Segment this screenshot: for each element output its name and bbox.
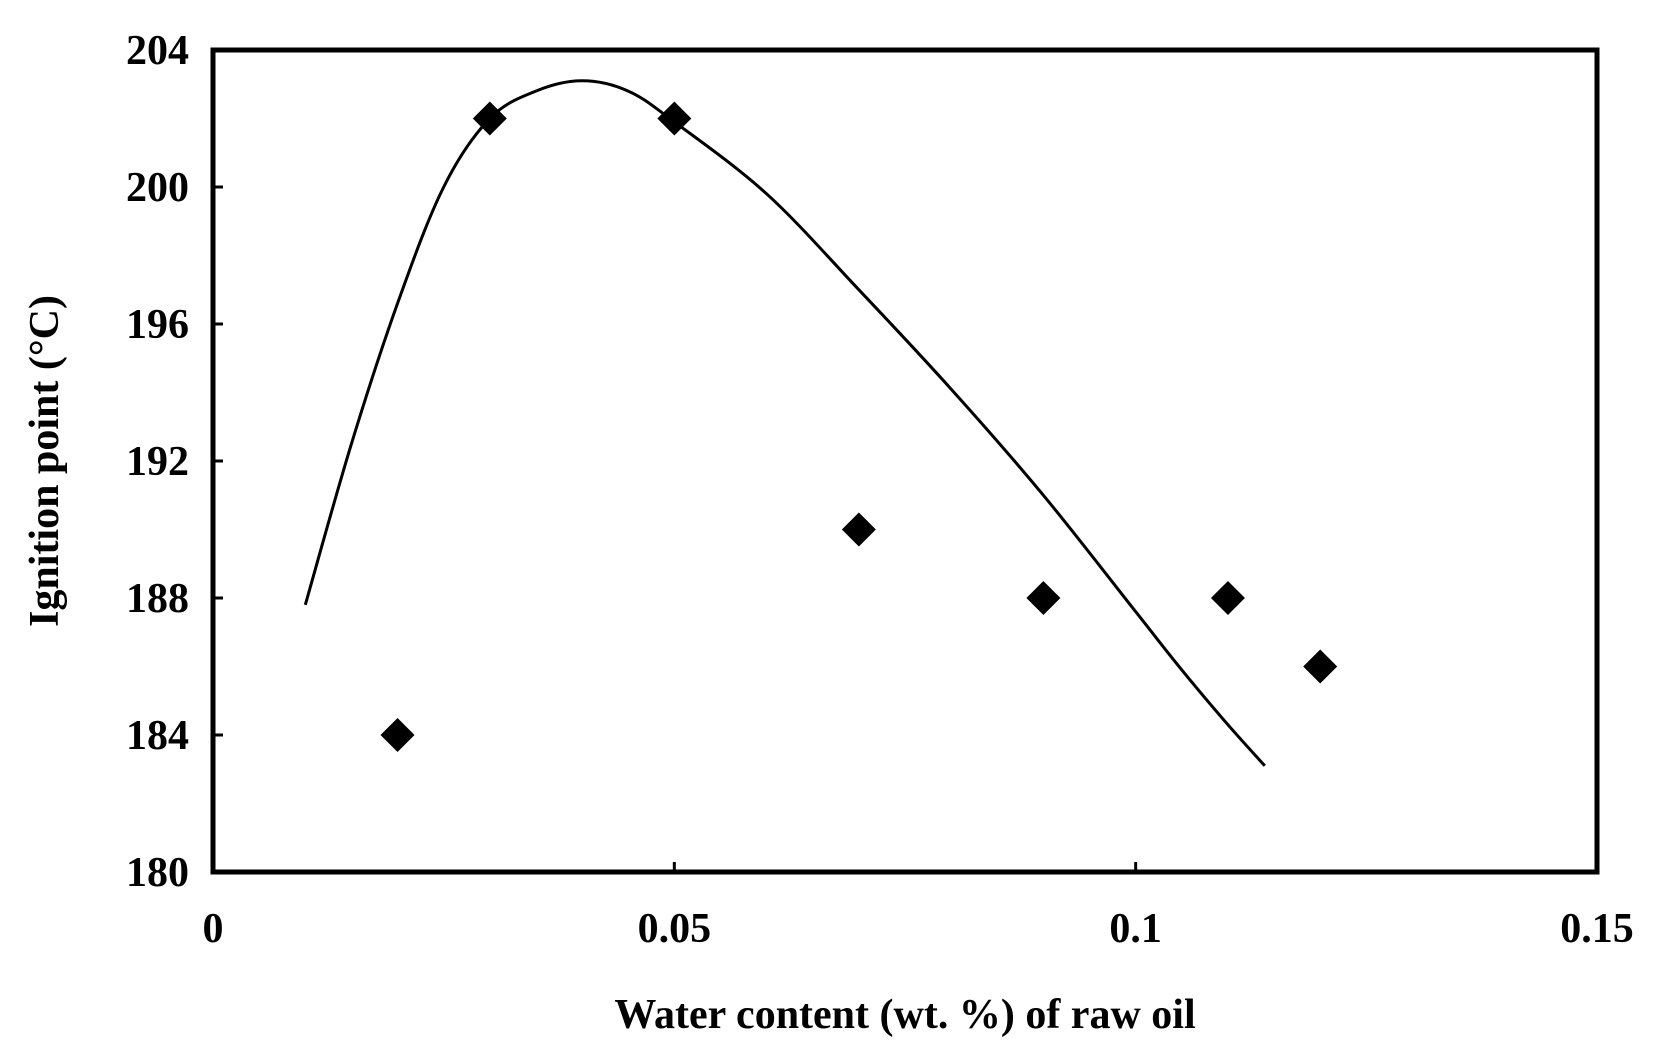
x-tick-label: 0.1 xyxy=(1109,906,1162,952)
x-tick-label: 0.15 xyxy=(1560,906,1634,952)
y-tick-label: 180 xyxy=(126,850,189,896)
y-tick-label: 192 xyxy=(126,439,189,485)
y-axis-title: Ignition point (°C) xyxy=(22,295,68,627)
y-tick-label: 200 xyxy=(126,165,189,211)
y-tick-label: 204 xyxy=(126,28,189,74)
y-tick-label: 188 xyxy=(126,576,189,622)
y-tick-label: 196 xyxy=(126,302,189,348)
y-tick-label: 184 xyxy=(126,713,189,759)
x-axis-title: Water content (wt. %) of raw oil xyxy=(614,992,1195,1038)
plot-frame xyxy=(210,47,1600,875)
diamond-point xyxy=(1303,649,1338,684)
y-axis: 180 184 188 192 196 200 204 xyxy=(126,28,223,896)
diamond-point xyxy=(1210,581,1245,615)
x-tick-label: 0.05 xyxy=(638,906,712,952)
diamond-point xyxy=(380,718,415,752)
x-tick-label: 0 xyxy=(203,906,224,952)
fit-curve xyxy=(303,79,1266,767)
data-points xyxy=(380,101,1338,752)
diamond-point xyxy=(472,101,507,136)
diamond-point xyxy=(841,512,876,547)
diamond-point xyxy=(657,101,692,136)
diamond-point xyxy=(1026,581,1061,615)
x-axis: 0 0.05 0.1 0.15 xyxy=(203,862,1634,952)
